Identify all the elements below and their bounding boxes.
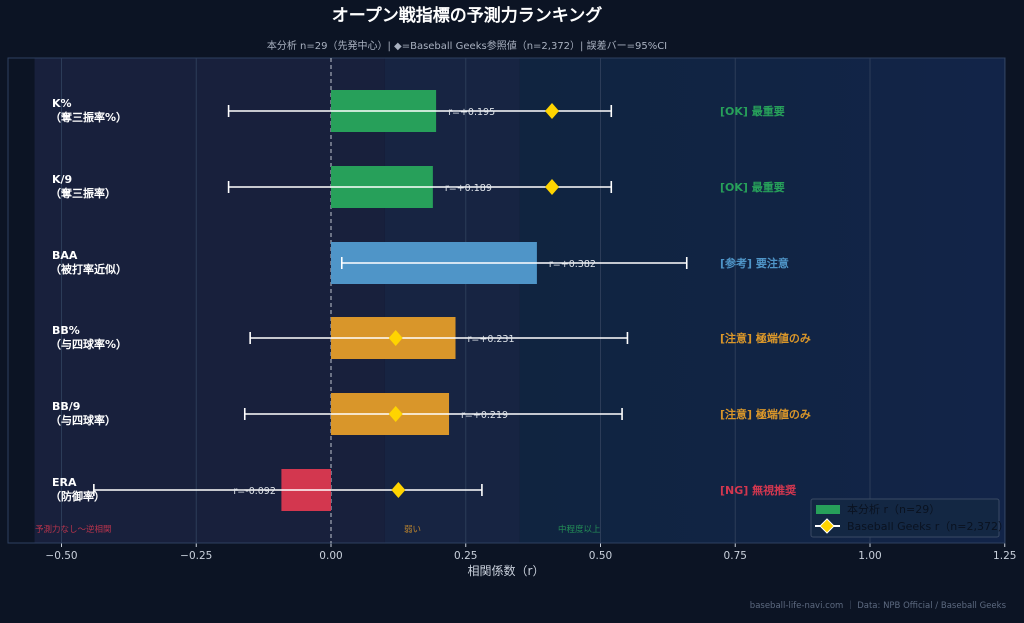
zone-label: 中程度以上	[558, 524, 601, 535]
r-value-label: r=+0.219	[461, 410, 508, 421]
chart-subtitle: 本分析 n=29（先発中心）| ◆=Baseball Geeks参照値（n=2,…	[267, 39, 667, 52]
metric-name: K/9	[52, 173, 72, 186]
metric-name: ERA	[52, 476, 77, 489]
zone-background	[519, 58, 1005, 543]
r-value-label: r=-0.092	[233, 486, 275, 497]
chart-title: オープン戦指標の予測力ランキング	[332, 5, 602, 26]
x-tick-label: −0.25	[180, 550, 212, 562]
verdict-label: [OK] 最重要	[720, 180, 785, 194]
metric-name: BB/9	[52, 400, 80, 413]
zone-label: 予測力なし〜逆相関	[35, 524, 112, 535]
zone-label: 弱い	[404, 525, 421, 535]
x-tick-label: 0.75	[724, 550, 747, 562]
x-tick-label: 0.25	[454, 550, 477, 562]
x-tick-label: 1.25	[993, 550, 1016, 562]
x-tick-label: 0.00	[319, 550, 342, 562]
r-value-label: r=+0.195	[448, 107, 495, 118]
legend-bar-swatch	[816, 505, 840, 514]
x-tick-label: 1.00	[858, 550, 881, 562]
metric-row: r=-0.092 ERA（防御率） [NG] 無視推奨	[50, 469, 797, 511]
r-value-label: r=+0.189	[445, 183, 492, 194]
metric-subname: （与四球率%）	[50, 337, 127, 351]
metric-name: BAA	[52, 249, 78, 262]
legend-label-geeks: Baseball Geeks r（n=2,372）	[847, 520, 1009, 533]
geeks-diamond-marker	[544, 179, 559, 195]
metric-row: r=+0.189 K/9（奪三振率） [OK] 最重要	[50, 166, 785, 208]
x-tick-label: 0.50	[589, 550, 612, 562]
x-tick-label: −0.50	[45, 550, 77, 562]
verdict-label: [OK] 最重要	[720, 104, 785, 118]
geeks-diamond-marker	[388, 330, 403, 346]
metric-subname: （与四球率）	[50, 413, 116, 427]
legend-label-this-study: 本分析 r（n=29）	[847, 502, 940, 516]
metric-row: r=+0.219 BB/9（与四球率） [注意] 極端値のみ	[50, 393, 811, 435]
zone-background	[384, 58, 520, 543]
verdict-label: [注意] 極端値のみ	[720, 331, 811, 345]
geeks-diamond-marker	[388, 406, 403, 422]
legend-diamond-icon	[819, 518, 835, 534]
metric-subname: （奪三振率）	[50, 186, 116, 200]
verdict-label: [注意] 極端値のみ	[720, 407, 811, 421]
metric-name: K%	[52, 97, 72, 110]
metric-subname: （防御率）	[50, 489, 105, 503]
geeks-diamond-marker	[391, 482, 406, 498]
plot-area: −0.50 −0.25 0.00 0.25 0.50 0.75 1.00 1.25 予測力なし〜…	[7, 57, 1016, 562]
r-value-label: r=+0.231	[468, 334, 515, 345]
metric-row: r=+0.382 BAA（被打率近似） [参考] 要注意	[50, 242, 789, 284]
metric-name: BB%	[52, 324, 80, 337]
x-axis-label: 相関係数（r）	[468, 563, 545, 578]
plot-frame	[7, 57, 1006, 544]
metric-row: r=+0.231 BB%（与四球率%） [注意] 極端値のみ	[50, 317, 811, 359]
verdict-label: [NG] 無視推奨	[720, 483, 797, 497]
geeks-diamond-marker	[544, 103, 559, 119]
zone-background	[34, 58, 385, 543]
metric-row: r=+0.195 K%（奪三振率%） [OK] 最重要	[50, 90, 785, 132]
metric-subname: （奪三振率%）	[50, 110, 127, 124]
legend: 本分析 r（n=29） Baseball Geeks r（n=2,372）	[810, 498, 1009, 538]
verdict-label: [参考] 要注意	[720, 256, 789, 270]
footer-credit: baseball-life-navi.com ｜ Data: NPB Offic…	[750, 600, 1007, 611]
metric-subname: （被打率近似）	[50, 262, 127, 276]
r-value-label: r=+0.382	[549, 259, 596, 270]
